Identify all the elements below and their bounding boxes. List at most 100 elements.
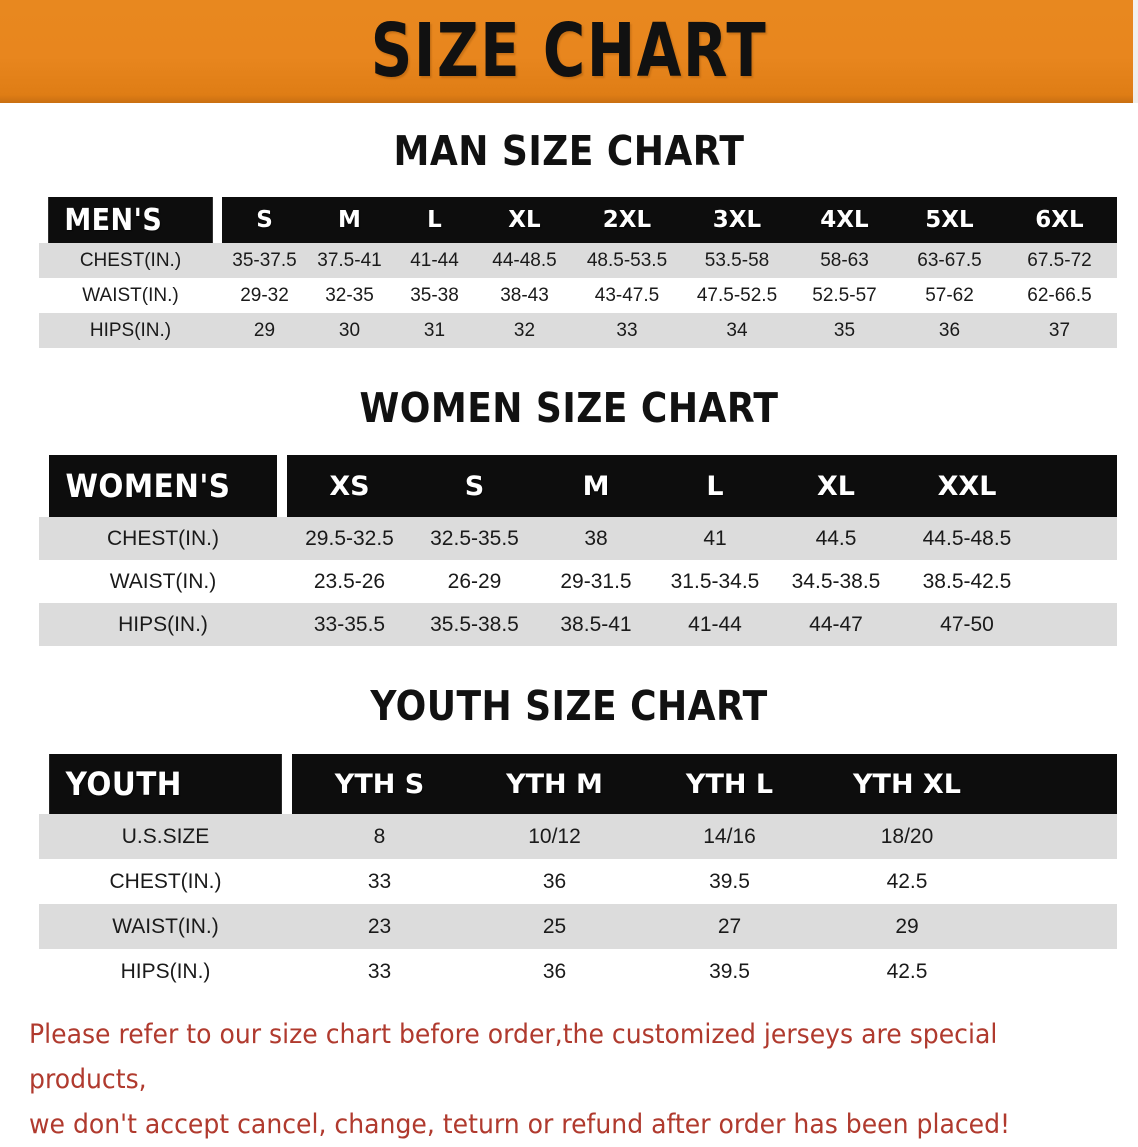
man-row-2-label: HIPS(IN.) <box>39 313 222 348</box>
youth-row-0-label: U.S.SIZE <box>39 814 292 859</box>
disclaimer-line-1: Please refer to our size chart before or… <box>29 1019 998 1095</box>
man-cell-1-0: 29-32 <box>222 278 307 313</box>
man-col-2: L <box>392 197 477 243</box>
women-cell-1-3: 31.5-34.5 <box>655 560 775 603</box>
women-cell-1-4: 34.5-38.5 <box>775 560 897 603</box>
youth-cell-1-0: 33 <box>292 859 467 904</box>
man-cell-1-8: 62-66.5 <box>1002 278 1117 313</box>
table-row: HIPS(IN.) 33-35.5 35.5-38.5 38.5-41 41-4… <box>39 603 1117 646</box>
man-table-body: CHEST(IN.) 35-37.5 37.5-41 41-44 44-48.5… <box>39 243 1117 348</box>
youth-cell-3-2: 39.5 <box>642 949 817 994</box>
table-row: CHEST(IN.) 35-37.5 37.5-41 41-44 44-48.5… <box>39 243 1117 278</box>
women-cell-1-5: 38.5-42.5 <box>897 560 1037 603</box>
youth-cell-2-pad <box>997 904 1117 949</box>
youth-cell-0-pad <box>997 814 1117 859</box>
man-cell-1-1: 32-35 <box>307 278 392 313</box>
women-header-row: WOMEN'S XS S M L XL XXL <box>39 455 1117 517</box>
youth-cell-1-1: 36 <box>467 859 642 904</box>
youth-row-1-label: CHEST(IN.) <box>39 859 292 904</box>
man-cell-0-8: 67.5-72 <box>1002 243 1117 278</box>
women-col-3: L <box>655 455 775 517</box>
women-col-5: XXL <box>897 455 1037 517</box>
man-col-7: 5XL <box>897 197 1002 243</box>
table-row: U.S.SIZE 8 10/12 14/16 18/20 <box>39 814 1117 859</box>
women-cell-0-3: 41 <box>655 517 775 560</box>
man-row-1-label: WAIST(IN.) <box>39 278 222 313</box>
youth-cell-0-1: 10/12 <box>467 814 642 859</box>
man-cell-2-5: 34 <box>682 313 792 348</box>
women-size-table: WOMEN'S XS S M L XL XXL CHEST(IN.) 29.5-… <box>39 455 1117 646</box>
man-col-6: 4XL <box>792 197 897 243</box>
man-size-table: MEN'S S M L XL 2XL 3XL 4XL 5XL 6XL CHEST… <box>39 197 1117 348</box>
man-cell-1-7: 57-62 <box>897 278 1002 313</box>
man-section-title: MAN SIZE CHART <box>393 127 745 175</box>
youth-row-2-label: WAIST(IN.) <box>39 904 292 949</box>
table-row: HIPS(IN.) 29 30 31 32 33 34 35 36 37 <box>39 313 1117 348</box>
women-row-2-label: HIPS(IN.) <box>39 603 287 646</box>
youth-cell-0-0: 8 <box>292 814 467 859</box>
youth-cell-2-2: 27 <box>642 904 817 949</box>
man-cell-0-3: 44-48.5 <box>477 243 572 278</box>
women-cell-2-pad <box>1037 603 1117 646</box>
women-table-wrap: WOMEN'S XS S M L XL XXL CHEST(IN.) 29.5-… <box>39 455 1117 646</box>
youth-table-head: YOUTH YTH S YTH M YTH L YTH XL <box>39 754 1117 814</box>
man-corner-label: MEN'S <box>48 197 213 243</box>
youth-cell-1-pad <box>997 859 1117 904</box>
man-cell-2-3: 32 <box>477 313 572 348</box>
youth-cell-2-0: 23 <box>292 904 467 949</box>
man-cell-1-3: 38-43 <box>477 278 572 313</box>
man-header-row: MEN'S S M L XL 2XL 3XL 4XL 5XL 6XL <box>39 197 1117 243</box>
man-col-4: 2XL <box>572 197 682 243</box>
women-row-0-label: CHEST(IN.) <box>39 517 287 560</box>
youth-corner-label: YOUTH <box>49 754 282 814</box>
youth-cell-3-3: 42.5 <box>817 949 997 994</box>
women-cell-0-0: 29.5-32.5 <box>287 517 412 560</box>
youth-col-pad <box>997 754 1117 814</box>
table-row: CHEST(IN.) 29.5-32.5 32.5-35.5 38 41 44.… <box>39 517 1117 560</box>
man-cell-0-0: 35-37.5 <box>222 243 307 278</box>
youth-cell-2-3: 29 <box>817 904 997 949</box>
youth-table-wrap: YOUTH YTH S YTH M YTH L YTH XL U.S.SIZE … <box>39 754 1117 994</box>
man-col-0: S <box>222 197 307 243</box>
man-cell-0-2: 41-44 <box>392 243 477 278</box>
youth-section-title: YOUTH SIZE CHART <box>370 682 768 730</box>
women-table-body: CHEST(IN.) 29.5-32.5 32.5-35.5 38 41 44.… <box>39 517 1117 646</box>
page-title: SIZE CHART <box>370 8 768 94</box>
youth-header-row: YOUTH YTH S YTH M YTH L YTH XL <box>39 754 1117 814</box>
man-cell-1-6: 52.5-57 <box>792 278 897 313</box>
youth-cell-1-3: 42.5 <box>817 859 997 904</box>
man-col-8: 6XL <box>1002 197 1117 243</box>
women-col-4: XL <box>775 455 897 517</box>
man-table-head: MEN'S S M L XL 2XL 3XL 4XL 5XL 6XL <box>39 197 1117 243</box>
women-row-1-label: WAIST(IN.) <box>39 560 287 603</box>
youth-col-3: YTH XL <box>817 754 997 814</box>
page-banner: SIZE CHART <box>0 0 1138 103</box>
youth-row-3-label: HIPS(IN.) <box>39 949 292 994</box>
women-cell-1-0: 23.5-26 <box>287 560 412 603</box>
table-row: WAIST(IN.) 23.5-26 26-29 29-31.5 31.5-34… <box>39 560 1117 603</box>
women-corner-label: WOMEN'S <box>48 455 278 517</box>
man-cell-0-6: 58-63 <box>792 243 897 278</box>
youth-cell-3-0: 33 <box>292 949 467 994</box>
man-cell-0-4: 48.5-53.5 <box>572 243 682 278</box>
man-cell-2-8: 37 <box>1002 313 1117 348</box>
man-cell-2-1: 30 <box>307 313 392 348</box>
youth-cell-3-1: 36 <box>467 949 642 994</box>
man-col-1: M <box>307 197 392 243</box>
women-cell-2-1: 35.5-38.5 <box>412 603 537 646</box>
women-cell-2-0: 33-35.5 <box>287 603 412 646</box>
table-row: WAIST(IN.) 29-32 32-35 35-38 38-43 43-47… <box>39 278 1117 313</box>
man-cell-2-6: 35 <box>792 313 897 348</box>
women-col-1: S <box>412 455 537 517</box>
women-cell-1-pad <box>1037 560 1117 603</box>
women-cell-0-2: 38 <box>537 517 655 560</box>
man-cell-1-5: 47.5-52.5 <box>682 278 792 313</box>
women-cell-0-4: 44.5 <box>775 517 897 560</box>
man-cell-2-4: 33 <box>572 313 682 348</box>
youth-size-table: YOUTH YTH S YTH M YTH L YTH XL U.S.SIZE … <box>39 754 1117 994</box>
youth-col-2: YTH L <box>642 754 817 814</box>
man-cell-0-1: 37.5-41 <box>307 243 392 278</box>
man-row-0-label: CHEST(IN.) <box>39 243 222 278</box>
women-cell-2-3: 41-44 <box>655 603 775 646</box>
man-cell-0-7: 63-67.5 <box>897 243 1002 278</box>
